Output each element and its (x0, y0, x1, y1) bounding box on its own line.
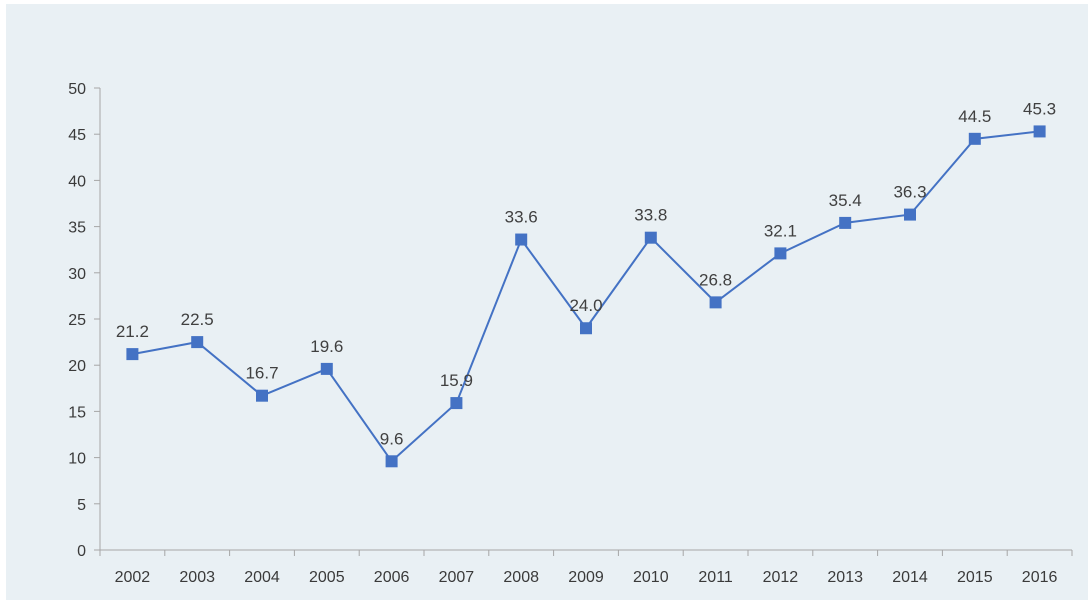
x-tick-label: 2003 (179, 569, 215, 586)
y-tick-label: 15 (68, 404, 86, 421)
x-tick-label: 2005 (309, 569, 345, 586)
y-tick-label: 20 (68, 358, 86, 375)
data-label: 22.5 (181, 310, 214, 329)
data-label: 16.7 (245, 364, 278, 383)
series (126, 125, 1046, 468)
data-point-marker (709, 296, 722, 309)
data-label: 33.6 (505, 208, 538, 227)
data-label: 26.8 (699, 270, 732, 289)
x-tick-label: 2015 (957, 569, 993, 586)
data-label: 33.8 (634, 206, 667, 225)
data-point-marker (644, 231, 657, 244)
data-point-marker (191, 336, 204, 349)
data-label: 15.9 (440, 371, 473, 390)
data-label: 45.3 (1023, 99, 1056, 118)
x-tick-label: 2004 (244, 569, 280, 586)
y-tick-label: 25 (68, 312, 86, 329)
data-label: 44.5 (958, 107, 991, 126)
x-tick-label: 2010 (633, 569, 669, 586)
data-label: 32.1 (764, 221, 797, 240)
y-tick-label: 50 (68, 81, 86, 98)
data-label: 9.6 (380, 429, 404, 448)
x-tick-label: 2014 (892, 569, 928, 586)
x-tick-label: 2007 (439, 569, 475, 586)
x-tick-label: 2008 (503, 569, 539, 586)
y-tick-label: 35 (68, 220, 86, 237)
data-labels: 21.2 22.5 16.7 19.6 9.6 15.9 33.6 24.0 33.8 26.8 3… (116, 99, 1056, 448)
x-tick-label: 2011 (698, 569, 733, 586)
data-label: 24.0 (569, 296, 602, 315)
data-label: 36.3 (893, 183, 926, 202)
y-axis: 0 5 10 15 20 25 30 35 40 45 50 (68, 81, 101, 560)
y-tick-label: 10 (68, 451, 86, 468)
data-point-marker (515, 233, 528, 246)
y-tick-label: 30 (68, 266, 86, 283)
x-axis: 2002 2003 2004 2005 2006 2007 2008 2009 2010 2011… (99, 549, 1073, 586)
data-point-marker (580, 322, 592, 335)
data-point-marker (126, 348, 139, 361)
data-point-marker (385, 455, 398, 468)
data-label: 35.4 (829, 191, 862, 210)
x-tick-label: 2006 (374, 569, 410, 586)
chart-area: 0 5 10 15 20 25 30 35 40 45 50 2002 2003 2004 2005 200… (6, 4, 1088, 600)
y-tick-label: 0 (77, 543, 86, 560)
x-tick-label: 2009 (568, 569, 604, 586)
data-point-marker (320, 362, 333, 375)
y-tick-label: 45 (68, 127, 86, 144)
data-point-marker (839, 216, 852, 229)
data-point-marker (1033, 125, 1046, 138)
data-point-marker (774, 247, 787, 260)
y-tick-label: 40 (68, 173, 86, 190)
x-tick-label: 2002 (115, 569, 151, 586)
x-tick-label: 2013 (827, 569, 863, 586)
data-label: 19.6 (310, 337, 343, 356)
data-label: 21.2 (116, 322, 149, 341)
x-tick-label: 2012 (763, 569, 799, 586)
data-point-marker (904, 208, 916, 221)
x-tick-label: 2016 (1022, 569, 1058, 586)
data-point-marker (256, 389, 268, 402)
data-point-marker (450, 397, 463, 410)
data-point-marker (968, 132, 981, 145)
y-tick-label: 5 (77, 497, 86, 514)
